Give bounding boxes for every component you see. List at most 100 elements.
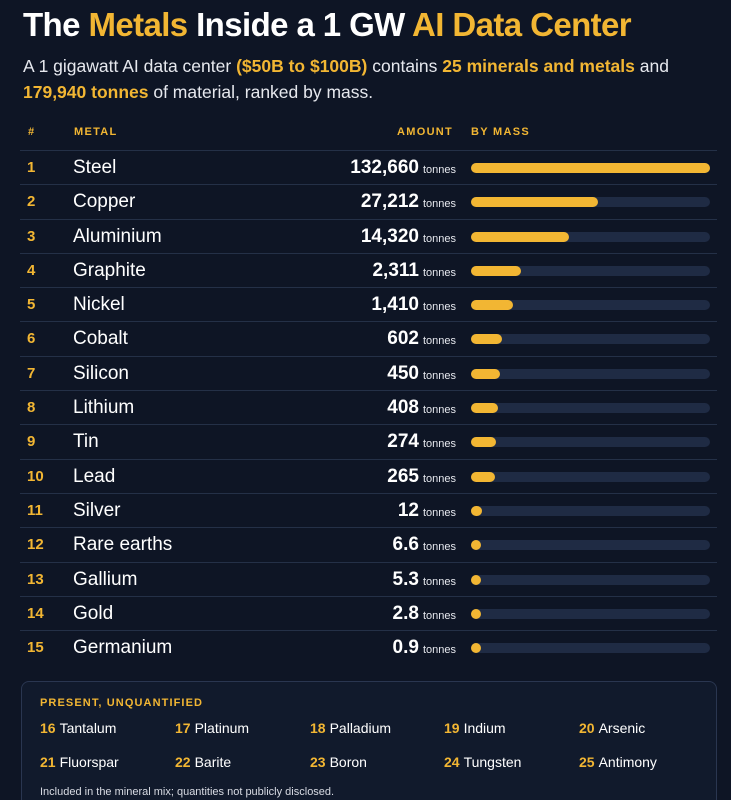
unquantified-item: 19 Indium (444, 720, 506, 736)
table-row: 15 Germanium 0.9 tonnes (20, 630, 717, 664)
item-name: Arsenic (598, 720, 646, 736)
column-header-amount: AMOUNT (397, 126, 454, 138)
rank-label: 11 (27, 501, 43, 519)
amount-number: 12 (397, 499, 419, 521)
subtitle-tonnes-highlight: 179,940 tonnes (23, 82, 149, 102)
item-number: 23 (310, 754, 326, 770)
rank-label: 1 (27, 159, 36, 176)
unquantified-item: 21 Fluorspar (40, 754, 119, 770)
bar-gold (471, 608, 481, 619)
rank-label: 8 (27, 399, 36, 417)
bar-silver (471, 505, 482, 516)
item-name: Boron (329, 754, 367, 770)
amount-value: 14,320 tonnes (361, 226, 456, 248)
bar-track (471, 231, 710, 242)
metal-name: Germanium (73, 637, 173, 659)
rank-label: 2 (27, 193, 36, 211)
amount-value: 2.8 tonnes (393, 603, 456, 625)
metal-name: Lithium (73, 397, 135, 419)
unquantified-item: 23 Boron (310, 754, 367, 770)
bar-gallium (471, 574, 481, 585)
amount-unit: tonnes (422, 232, 456, 245)
unquantified-item: 18 Palladium (310, 720, 391, 736)
metal-name: Cobalt (73, 328, 128, 350)
item-name: Platinum (194, 720, 250, 736)
unquantified-item: 16 Tantalum (40, 720, 116, 736)
subtitle-part: and (634, 56, 669, 76)
unquantified-item: 17 Platinum (175, 720, 249, 736)
amount-unit: tonnes (422, 198, 456, 211)
item-name: Tungsten (463, 754, 522, 770)
amount-number: 0.9 (392, 637, 419, 659)
table-row: 5 Nickel 1,410 tonnes (20, 287, 717, 321)
table-row: 9 Tin 274 tonnes (20, 424, 717, 458)
amount-value: 6.6 tonnes (393, 534, 456, 556)
bar-graphite (471, 265, 522, 276)
bar-track (471, 574, 710, 585)
metal-name: Silver (73, 499, 121, 521)
bar-steel (471, 163, 710, 173)
amount-unit: tonnes (422, 472, 456, 485)
column-header-metal: METAL (74, 126, 118, 138)
amount-number: 27,212 (360, 191, 419, 213)
amount-unit: tonnes (422, 575, 456, 588)
metal-name: Gallium (73, 568, 138, 590)
rank-label: 9 (27, 433, 36, 451)
bar-track (471, 197, 710, 208)
unquantified-item: 25 Antimony (579, 754, 657, 770)
item-number: 18 (310, 720, 326, 736)
bar-rare-earths (471, 540, 481, 551)
metal-name: Gold (73, 602, 114, 624)
amount-number: 5.3 (392, 568, 419, 590)
amount-value: 408 tonnes (387, 397, 456, 419)
bar-track (471, 265, 710, 276)
metal-name: Rare earths (73, 534, 173, 556)
metal-name: Copper (73, 191, 136, 213)
rank-label: 3 (27, 227, 36, 245)
bar-track (471, 437, 710, 448)
bar-track (471, 300, 710, 311)
table-row: 12 Rare earths 6.6 tonnes (20, 527, 717, 561)
item-number: 25 (579, 754, 595, 770)
column-header-by-mass: BY MASS (471, 126, 531, 138)
table-row: 11 Silver 12 tonnes (20, 492, 717, 527)
table-row: 4 Graphite 2,311 tonnes (20, 252, 717, 287)
bar-track (471, 471, 710, 482)
amount-number: 2,311 (372, 259, 419, 281)
subtitle-cost-highlight: ($50B to $100B) (236, 56, 368, 76)
bar-track (471, 368, 710, 379)
rank-label: 15 (27, 639, 44, 657)
subtitle-part: of material, ranked by mass. (148, 82, 374, 102)
amount-value: 274 tonnes (387, 431, 456, 453)
bar-tin (471, 437, 497, 448)
metal-name: Nickel (73, 294, 125, 316)
rank-label: 7 (27, 364, 36, 382)
table-row: 1 Steel 132,660 tonnes (20, 150, 717, 184)
subtitle-part: contains (367, 56, 443, 76)
bar-track (471, 540, 710, 551)
rank-label: 10 (27, 467, 44, 485)
amount-value: 0.9 tonnes (393, 637, 456, 659)
subtitle: A 1 gigawatt AI data center ($50B to $10… (23, 53, 723, 105)
table-row: 7 Silicon 450 tonnes (20, 355, 717, 390)
rank-label: 4 (27, 261, 36, 279)
bar-track (471, 403, 710, 414)
table-row: 10 Lead 265 tonnes (20, 458, 717, 493)
unquantified-note: Included in the mineral mix; quantities … (40, 786, 335, 798)
unquantified-item: 22 Barite (175, 754, 231, 770)
item-number: 21 (40, 754, 56, 770)
title-highlight-metals: Metals (88, 6, 188, 43)
rank-label: 14 (27, 604, 44, 622)
amount-number: 6.6 (392, 534, 419, 556)
item-name: Indium (463, 720, 506, 736)
bar-silicon (471, 368, 500, 379)
amount-unit: tonnes (422, 506, 456, 519)
table-row: 8 Lithium 408 tonnes (20, 390, 717, 424)
item-name: Antimony (598, 754, 657, 770)
table-row: 6 Cobalt 602 tonnes (20, 321, 717, 355)
bar-track (471, 334, 710, 345)
amount-unit: tonnes (422, 404, 456, 417)
amount-unit: tonnes (422, 609, 456, 622)
amount-number: 265 (387, 465, 419, 487)
rank-label: 12 (27, 536, 44, 554)
